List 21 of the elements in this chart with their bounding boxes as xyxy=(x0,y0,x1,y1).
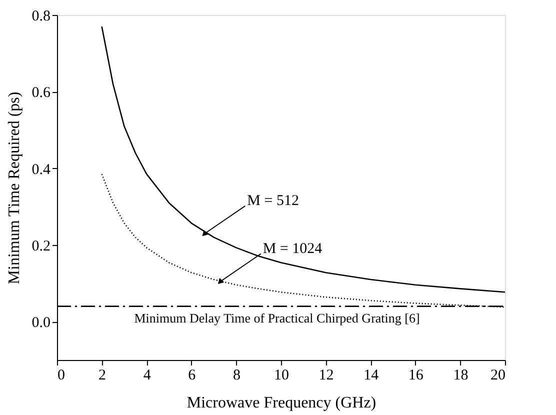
x-tick-label: 18 xyxy=(453,368,468,384)
x-tick-label: 16 xyxy=(408,368,424,384)
annotation: M = 1024 xyxy=(262,240,323,257)
x-tick-label: 20 xyxy=(490,368,506,384)
x-tick-label: 2 xyxy=(98,368,106,384)
y-tick-label: 0.2 xyxy=(32,238,50,254)
x-tick-label: 0 xyxy=(58,368,65,384)
y-tick-label: 0.6 xyxy=(32,85,51,102)
x-tick-label: 6 xyxy=(188,368,196,384)
x-tick-label: 12 xyxy=(318,368,334,384)
ref-line-label: Minimum Delay Time of Practical Chirped Grating [6] xyxy=(134,310,420,326)
x-tick-label: 4 xyxy=(143,368,152,384)
x-tick-label: 8 xyxy=(232,368,240,384)
annotation: M = 512 xyxy=(247,192,299,209)
x-tick-label: 14 xyxy=(364,368,380,384)
x-tick-label: 10 xyxy=(274,368,289,384)
y-tick-label: 0.0 xyxy=(32,315,50,332)
y-tick-label: 0.8 xyxy=(32,8,50,24)
x-axis-title: Microwave Frequency (GHz) xyxy=(186,394,376,412)
y-axis-title: Minimum Time Required (ps) xyxy=(6,92,23,284)
y-tick-label: 0.4 xyxy=(32,162,51,178)
